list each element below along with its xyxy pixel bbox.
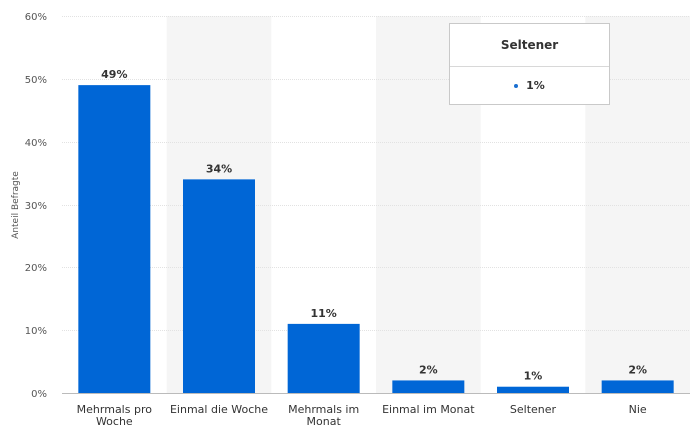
- value-labels: 49% 34% 11% 2% 1% 2%: [101, 68, 647, 383]
- category-label: Einmal die Woche: [170, 403, 268, 416]
- category-label: Einmal im Monat: [382, 403, 475, 416]
- y-tick-label: 40%: [25, 138, 47, 149]
- bar[interactable]: [601, 380, 674, 393]
- y-tick-label: 10%: [25, 326, 47, 337]
- value-label: 34%: [206, 162, 232, 175]
- y-axis-label: Anteil Befragte: [11, 171, 21, 239]
- category-label: Mehrmals pro Woche: [77, 403, 153, 428]
- category-label: Seltener: [510, 403, 557, 416]
- y-tick-label: 20%: [25, 263, 47, 274]
- value-label: 49%: [101, 68, 127, 81]
- tooltip-title: Seltener: [450, 24, 609, 67]
- category-labels: Mehrmals pro Woche Einmal die Woche Mehrmal…: [77, 403, 647, 428]
- value-label: 1%: [524, 370, 543, 383]
- grid-lines: [62, 16, 690, 394]
- value-label: 2%: [419, 363, 438, 376]
- tooltip: Seltener 1%: [449, 23, 610, 105]
- bar[interactable]: [183, 179, 255, 393]
- bars: [78, 85, 674, 393]
- y-tick-label: 50%: [25, 75, 47, 86]
- bar[interactable]: [497, 386, 569, 393]
- y-tick-label: 0%: [31, 389, 47, 400]
- tooltip-value: 1%: [526, 79, 545, 92]
- y-tick-label: 30%: [25, 201, 47, 212]
- bar[interactable]: [287, 323, 360, 393]
- value-label: 11%: [310, 307, 336, 320]
- bar[interactable]: [392, 380, 465, 393]
- y-axis-ticks: 0% 10% 20% 30% 40% 50% 60%: [25, 12, 47, 400]
- y-tick-label: 60%: [25, 12, 47, 23]
- series-dot-icon: [514, 84, 519, 88]
- value-label: 2%: [628, 363, 647, 376]
- bar[interactable]: [78, 85, 151, 393]
- category-label: Mehrmals im Monat: [288, 403, 359, 428]
- tooltip-row: 1%: [450, 67, 609, 105]
- category-label: Nie: [629, 403, 647, 416]
